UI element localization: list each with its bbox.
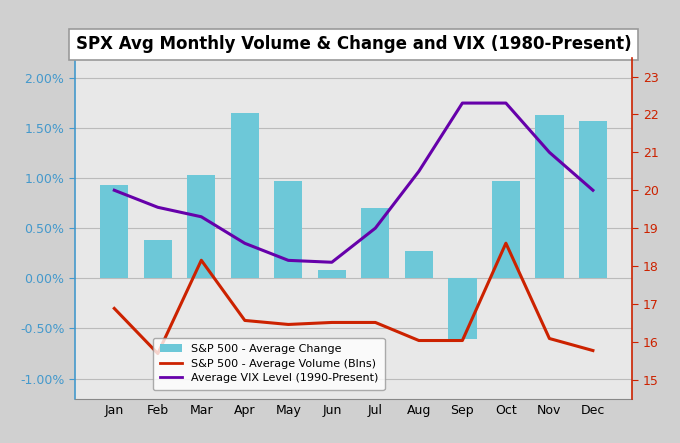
Title: SPX Avg Monthly Volume & Change and VIX (1980-Present): SPX Avg Monthly Volume & Change and VIX … <box>75 35 632 53</box>
Bar <box>535 115 564 278</box>
Bar <box>143 240 172 278</box>
Bar <box>579 121 607 278</box>
Bar <box>231 113 259 278</box>
Bar <box>100 185 129 278</box>
Bar <box>318 270 346 278</box>
Bar <box>187 175 216 278</box>
Bar <box>361 208 390 278</box>
Bar <box>274 181 303 278</box>
Bar <box>405 251 433 278</box>
Legend: S&P 500 - Average Change, S&P 500 - Average Volume (Blns), Average VIX Level (19: S&P 500 - Average Change, S&P 500 - Aver… <box>153 338 385 390</box>
Bar <box>448 278 477 338</box>
Bar <box>492 181 520 278</box>
